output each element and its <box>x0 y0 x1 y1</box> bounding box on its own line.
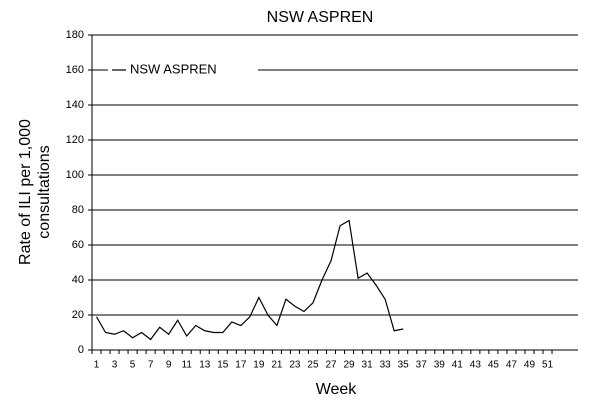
legend-box <box>108 62 258 78</box>
x-tick-label: 43 <box>470 360 482 371</box>
y-tick-label: 160 <box>66 64 84 76</box>
x-tick-label: 47 <box>506 360 518 371</box>
y-tick-label: 20 <box>72 309 84 321</box>
x-tick-label: 3 <box>112 360 118 371</box>
y-tick-label: 180 <box>66 29 84 41</box>
y-axis-label: consultations <box>36 145 53 238</box>
data-line <box>95 219 404 341</box>
x-tick-label: 41 <box>452 360 464 371</box>
y-tick-label: 120 <box>66 134 84 146</box>
x-tick-label: 49 <box>524 360 536 371</box>
x-tick-label: 19 <box>253 360 265 371</box>
y-tick-label: 40 <box>72 274 84 286</box>
x-tick-label: 7 <box>148 360 154 371</box>
chart-title: NSW ASPREN <box>267 9 374 26</box>
x-tick-label: 27 <box>325 360 337 371</box>
x-tick-label: 15 <box>217 360 229 371</box>
x-tick-label: 5 <box>130 360 136 371</box>
x-tick-label: 13 <box>199 360 211 371</box>
y-axis-label: Rate of ILI per 1,000 <box>17 119 34 265</box>
x-tick-label: 1 <box>94 360 100 371</box>
y-tick-label: 100 <box>66 169 84 181</box>
x-tick-label: 17 <box>235 360 247 371</box>
y-tick-label: 80 <box>72 204 84 216</box>
x-tick-label: 9 <box>166 360 172 371</box>
x-tick-label: 39 <box>434 360 446 371</box>
y-tick-label: 140 <box>66 99 84 111</box>
x-tick-label: 35 <box>398 360 410 371</box>
x-tick-label: 29 <box>344 360 356 371</box>
x-tick-label: 31 <box>362 360 374 371</box>
x-tick-label: 21 <box>271 360 283 371</box>
x-tick-label: 51 <box>542 360 554 371</box>
x-axis-label: Week <box>316 381 358 398</box>
x-tick-label: 23 <box>289 360 301 371</box>
x-tick-label: 25 <box>307 360 319 371</box>
x-tick-label: 33 <box>380 360 392 371</box>
y-tick-label: 0 <box>78 344 84 356</box>
x-tick-label: 37 <box>416 360 428 371</box>
legend-label: NSW ASPREN <box>130 61 217 76</box>
y-tick-label: 60 <box>72 239 84 251</box>
x-tick-label: 45 <box>488 360 500 371</box>
x-tick-label: 11 <box>182 360 193 371</box>
